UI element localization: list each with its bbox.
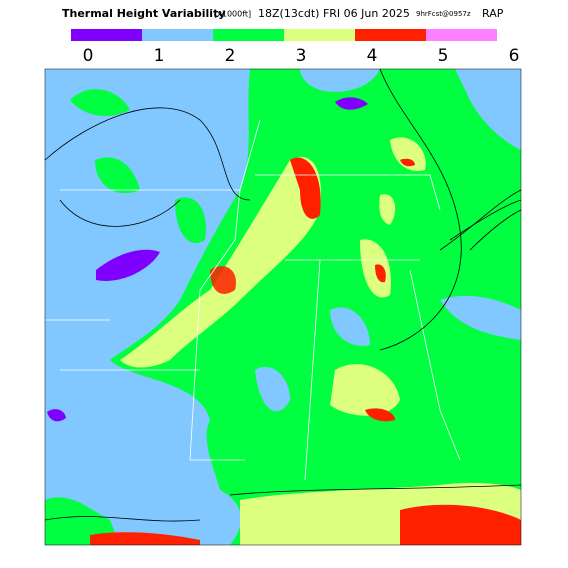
colorbar-label: 4 bbox=[367, 46, 378, 66]
colorbar-segment bbox=[284, 29, 355, 41]
forecast: 9hrFcst@0957z bbox=[416, 10, 471, 18]
colorbar-segment bbox=[213, 29, 284, 41]
colorbar: 0 1 2 3 4 5 6 bbox=[71, 29, 519, 66]
colorbar-segment bbox=[355, 29, 426, 41]
colorbar-segment bbox=[71, 29, 142, 41]
title: Thermal Height Variability bbox=[62, 7, 226, 20]
model: RAP bbox=[482, 7, 504, 20]
map bbox=[44, 68, 522, 546]
colorbar-label: 0 bbox=[83, 46, 94, 66]
colorbar-label: 3 bbox=[296, 46, 307, 66]
colorbar-label: 1 bbox=[154, 46, 165, 66]
colorbar-label: 5 bbox=[438, 46, 449, 66]
colorbar-label: 6 bbox=[509, 46, 520, 66]
units: [x1000ft] bbox=[214, 10, 251, 19]
valid-time: 18Z(13cdt) FRI 06 Jun 2025 bbox=[258, 7, 410, 20]
colorbar-segment bbox=[142, 29, 213, 41]
colorbar-segment bbox=[426, 29, 497, 41]
colorbar-label: 2 bbox=[225, 46, 236, 66]
